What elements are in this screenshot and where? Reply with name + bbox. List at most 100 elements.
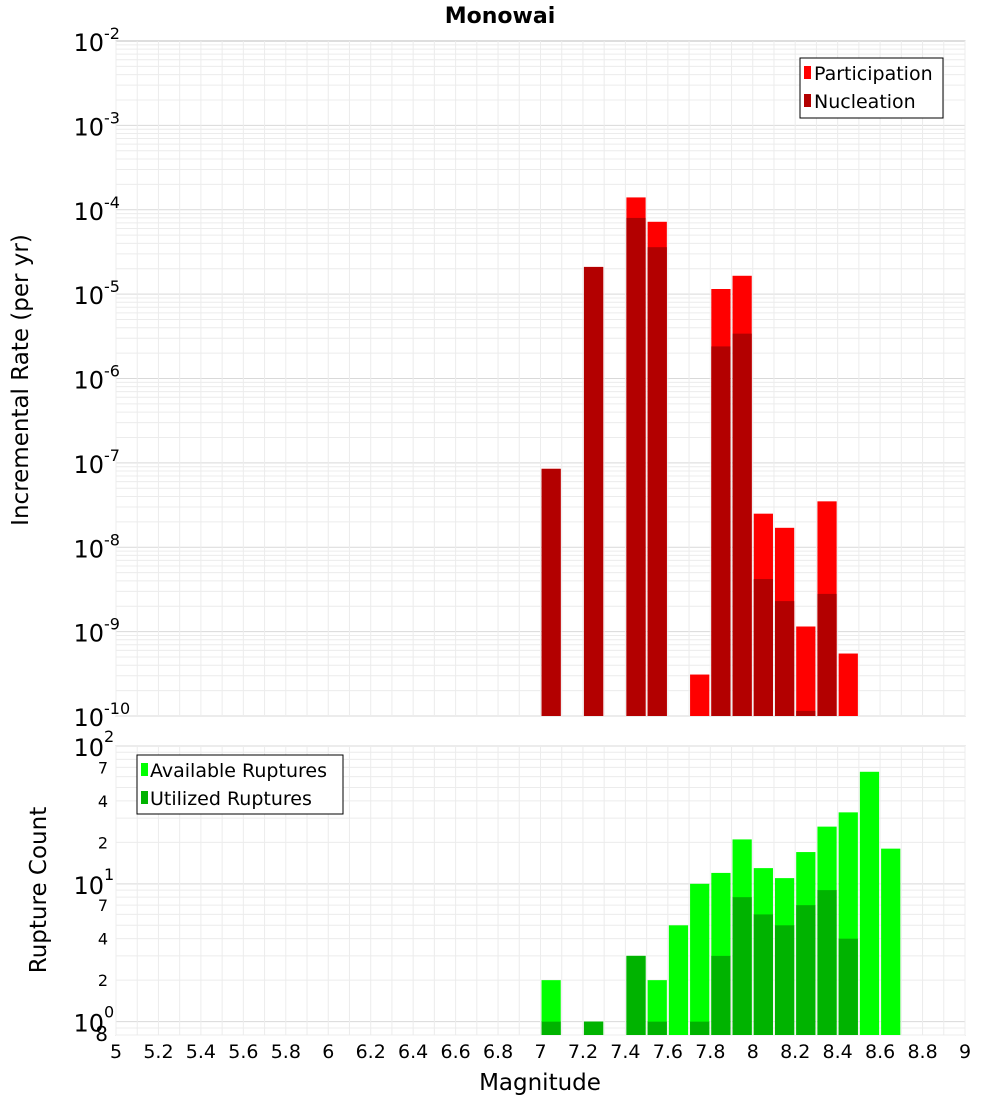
legend-swatch-available xyxy=(141,763,148,776)
top-y-tick-label: 10 xyxy=(73,29,104,57)
x-axis-label: Magnitude xyxy=(479,1070,601,1096)
bottom-y-axis-label: Rupture Count xyxy=(26,807,52,973)
top-y-tick-labels: 10-210-310-410-510-610-710-810-910-10 xyxy=(73,24,130,732)
top-bar-nucleation xyxy=(541,468,561,716)
x-tick-label: 7.2 xyxy=(568,1041,598,1063)
top-y-tick-exponent: -9 xyxy=(104,615,120,634)
bottom-bar-utilized-ruptures xyxy=(690,1021,710,1035)
bottom-bar-available-ruptures xyxy=(668,925,689,1035)
x-tick-label: 6.6 xyxy=(440,1041,470,1063)
bottom-bar-utilized-ruptures xyxy=(647,1021,667,1035)
chart-title: Monowai xyxy=(445,4,556,29)
bottom-y-tick-label: 10 xyxy=(73,1010,104,1038)
top-y-axis-label: Incremental Rate (per yr) xyxy=(8,234,34,526)
bottom-bar-utilized-ruptures xyxy=(732,897,752,1035)
bottom-bar-utilized-ruptures xyxy=(541,1021,561,1035)
legend-label-nucleation: Nucleation xyxy=(814,91,916,113)
bottom-y-tick-exponent: 0 xyxy=(104,1003,114,1022)
top-y-tick-label: 10 xyxy=(73,535,104,563)
x-tick-label: 6 xyxy=(322,1041,334,1063)
bottom-bar-available-ruptures xyxy=(881,848,901,1035)
top-bars xyxy=(541,197,858,717)
bottom-y-tick-label: 7 xyxy=(98,896,108,915)
top-bar-nucleation xyxy=(753,579,773,716)
bottom-y-tick-label: 2 xyxy=(98,971,108,990)
bottom-bar-utilized-ruptures xyxy=(626,955,646,1035)
top-bar-nucleation xyxy=(817,593,837,716)
top-y-tick-label: 10 xyxy=(73,451,104,479)
x-tick-label: 5.8 xyxy=(271,1041,301,1063)
top-y-tick-label: 10 xyxy=(73,282,104,310)
bottom-y-tick-label: 8 xyxy=(95,1022,108,1046)
top-bar-participation xyxy=(796,626,816,716)
top-bar-nucleation xyxy=(711,346,731,716)
x-tick-label: 8.6 xyxy=(865,1041,895,1063)
x-tick-label: 7 xyxy=(534,1041,546,1063)
legend-label-available: Available Ruptures xyxy=(150,760,327,782)
bottom-bar-available-ruptures xyxy=(647,980,667,1035)
x-tick-label: 8.2 xyxy=(780,1041,810,1063)
bottom-bar-utilized-ruptures xyxy=(817,890,837,1035)
top-y-tick-exponent: -10 xyxy=(104,699,130,718)
x-tick-labels: 5 5.2 5.4 5.6 5.8 6 6.2 6.4 6.6 6.8 7 7.2 7.4 7.6 7.8 8… xyxy=(110,1041,971,1063)
x-tick-label: 5 xyxy=(110,1041,122,1063)
bottom-bar-utilized-ruptures xyxy=(838,938,858,1035)
bottom-bar-utilized-ruptures xyxy=(711,955,731,1035)
x-tick-label: 7.6 xyxy=(653,1041,683,1063)
x-tick-label: 7.8 xyxy=(695,1041,725,1063)
bottom-bar-utilized-ruptures xyxy=(796,905,816,1035)
top-legend: Participation Nucleation xyxy=(799,57,944,119)
top-y-tick-exponent: -7 xyxy=(104,446,120,465)
top-grid xyxy=(115,41,966,717)
bottom-y-tick-exponent: 1 xyxy=(104,865,114,884)
x-tick-label: 5.2 xyxy=(143,1041,173,1063)
bottom-y-tick-label: 4 xyxy=(98,792,108,811)
bottom-bar-available-ruptures xyxy=(690,883,710,1035)
bottom-legend-box xyxy=(136,754,344,815)
bottom-bar-utilized-ruptures xyxy=(583,1021,604,1035)
x-tick-label: 6.2 xyxy=(356,1041,386,1063)
top-legend-box xyxy=(799,57,944,119)
bottom-y-tick-label: 10 xyxy=(73,734,104,762)
x-tick-label: 7.4 xyxy=(610,1041,640,1063)
x-tick-label: 6.8 xyxy=(483,1041,513,1063)
x-tick-label: 8.8 xyxy=(907,1041,937,1063)
legend-label-participation: Participation xyxy=(814,63,933,85)
bottom-y-tick-label: 7 xyxy=(98,758,108,777)
top-y-tick-label: 10 xyxy=(73,620,104,648)
legend-swatch-utilized xyxy=(141,791,148,804)
top-bar-nucleation xyxy=(774,601,795,716)
top-y-tick-label: 10 xyxy=(73,704,104,732)
x-tick-label: 5.4 xyxy=(186,1041,216,1063)
bottom-bar-utilized-ruptures xyxy=(753,914,773,1035)
x-tick-label: 8.4 xyxy=(823,1041,853,1063)
bottom-y-tick-label: 2 xyxy=(98,833,108,852)
top-bar-nucleation xyxy=(732,333,752,716)
top-bar-nucleation xyxy=(647,247,667,716)
top-bar-nucleation xyxy=(583,266,604,716)
top-bar-participation xyxy=(690,674,710,716)
top-y-tick-exponent: -6 xyxy=(104,362,120,381)
top-y-tick-exponent: -4 xyxy=(104,193,120,212)
top-bar-nucleation xyxy=(796,710,816,716)
bottom-legend: Available Ruptures Utilized Ruptures xyxy=(136,754,344,815)
bottom-y-tick-label: 10 xyxy=(73,872,104,900)
legend-label-utilized: Utilized Ruptures xyxy=(150,788,312,810)
top-bar-nucleation xyxy=(626,217,646,716)
top-y-tick-label: 10 xyxy=(73,113,104,141)
top-y-tick-exponent: -5 xyxy=(104,277,120,296)
top-y-tick-label: 10 xyxy=(73,198,104,226)
top-y-tick-label: 10 xyxy=(73,367,104,395)
x-tick-label: 6.4 xyxy=(398,1041,428,1063)
x-tick-label: 8 xyxy=(747,1041,759,1063)
x-tick-label: 9 xyxy=(959,1041,971,1063)
bottom-bar-available-ruptures xyxy=(859,771,880,1035)
bottom-bars xyxy=(541,771,901,1035)
top-bar-participation xyxy=(838,653,858,716)
top-y-tick-exponent: -3 xyxy=(104,108,120,127)
bottom-y-tick-label: 4 xyxy=(98,930,108,949)
bottom-y-tick-exponent: 2 xyxy=(104,727,114,746)
legend-swatch-participation xyxy=(804,66,811,79)
